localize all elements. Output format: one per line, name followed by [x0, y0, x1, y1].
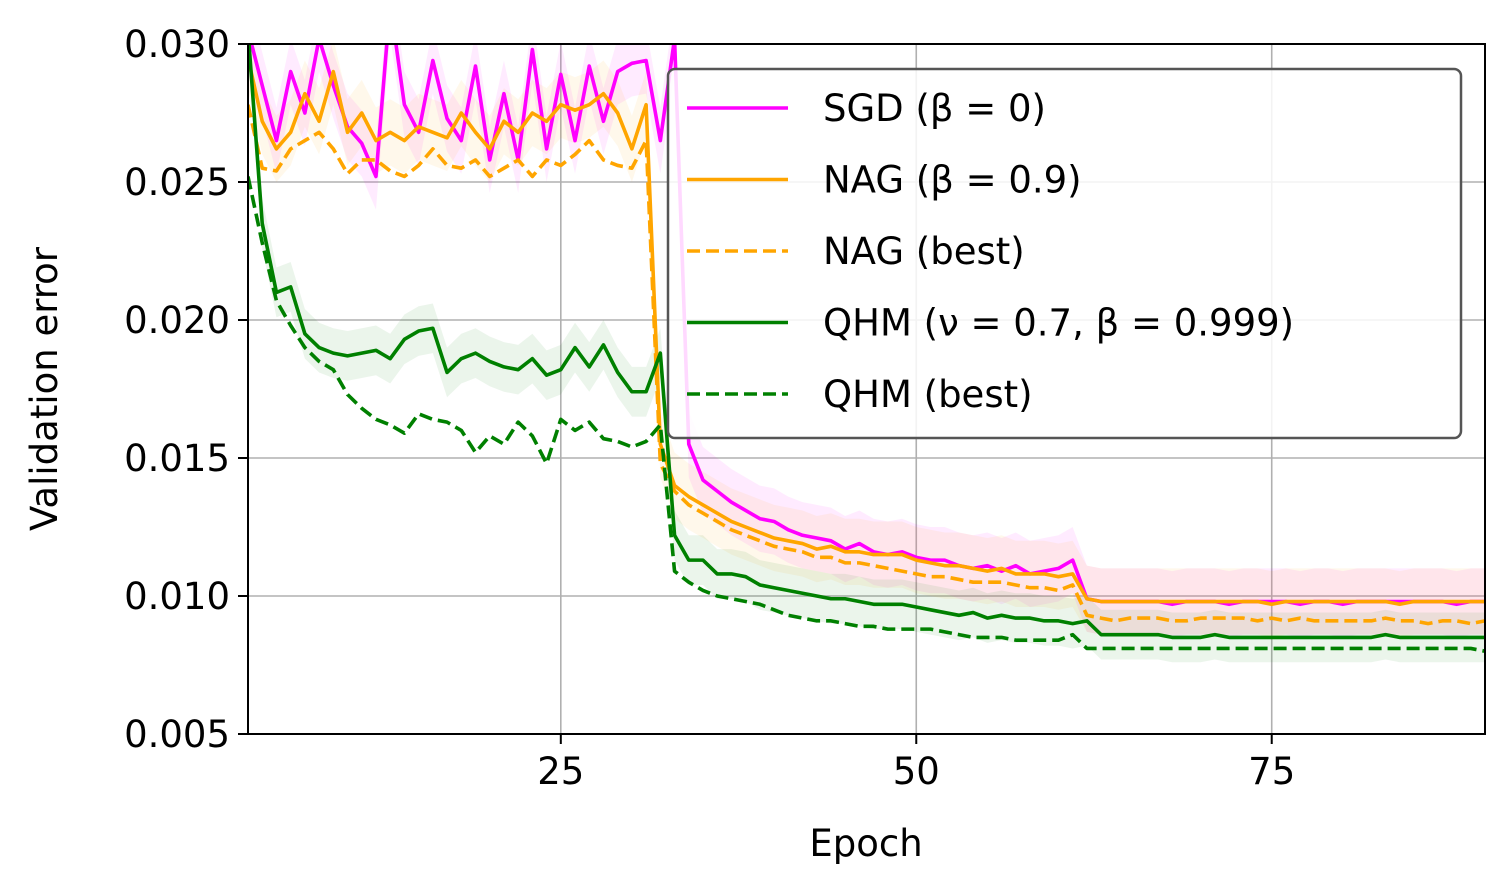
y-tick-label: 0.015 — [124, 437, 230, 480]
band-qhm-0-7-0-999 — [248, 44, 1485, 663]
x-axis-title: Epoch — [809, 822, 922, 865]
y-tick-label: 0.025 — [124, 161, 230, 204]
y-axis-title: Validation error — [23, 246, 66, 531]
legend-label-qhm-0-7-0-999: QHM (ν = 0.7, β = 0.999) — [823, 302, 1294, 345]
y-tick-label: 0.020 — [124, 299, 230, 342]
legend: SGD (β = 0) NAG (β = 0.9) NAG (best) QHM (ν… — [666, 67, 1463, 440]
x-tick-label: 50 — [893, 750, 940, 793]
series-line-qhm-0-7-0-999 — [248, 44, 1485, 640]
x-tick-label: 75 — [1248, 750, 1295, 793]
confidence-bands — [248, 44, 1485, 663]
legend-label-sgd-0: SGD (β = 0) — [823, 87, 1046, 130]
legend-label-nag-0-9: NAG (β = 0.9) — [823, 159, 1082, 202]
legend-label-qhm-best: QHM (best) — [823, 373, 1033, 416]
x-tick-label: 25 — [537, 750, 584, 793]
legend-box — [666, 67, 1463, 440]
y-tick-label: 0.005 — [124, 713, 230, 756]
legend-label-nag-best: NAG (best) — [823, 230, 1025, 273]
band-sgd-0 — [248, 44, 1485, 638]
band-nag-0-9 — [248, 44, 1485, 638]
plot-frame — [247, 43, 1486, 735]
series-line-qhm-best — [248, 176, 1485, 653]
axis-ticks: 25 50 75 0.005 0.010 0.015 0.020 0.025 0.030 — [124, 23, 1295, 793]
y-tick-label: 0.010 — [124, 575, 230, 618]
series-lines — [248, 44, 1485, 653]
series-line-nag-best — [248, 104, 1485, 626]
series-line-nag-0-9 — [248, 57, 1485, 607]
y-tick-label: 0.030 — [124, 23, 230, 66]
